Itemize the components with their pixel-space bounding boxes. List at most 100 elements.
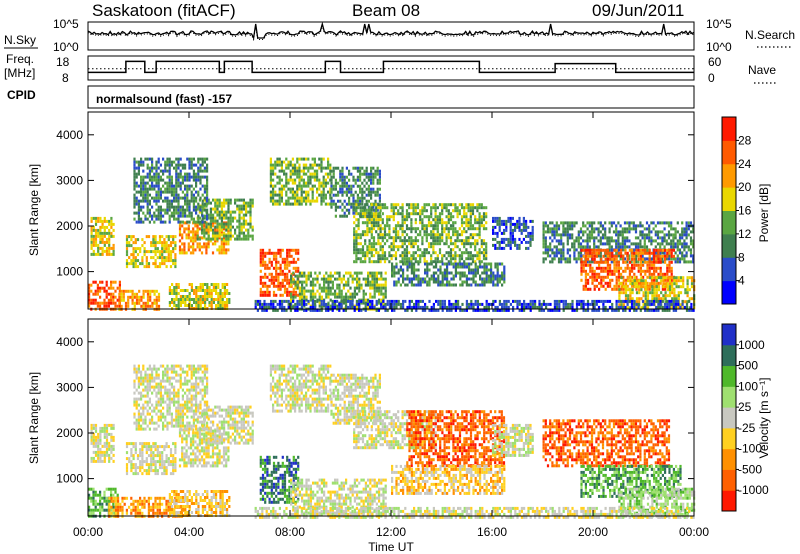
colorbar-tick-label: 4 <box>738 274 745 288</box>
time-tick-label: 00:00 <box>679 525 709 539</box>
scatter-region <box>391 464 506 495</box>
scatter-region <box>580 248 675 291</box>
colorbar-tick-label: 1000 <box>738 338 765 352</box>
frequency-series <box>88 60 694 74</box>
colorbar-tick-label: -1000 <box>738 483 769 497</box>
colorbar-tick-label: 25 <box>738 400 752 414</box>
colorbar-swatch <box>722 257 736 282</box>
scatter-region <box>406 410 506 468</box>
nsearch-label: N.Search <box>745 28 795 42</box>
colorbar-swatch <box>722 386 736 408</box>
colorbar-swatch <box>722 140 736 165</box>
scatter-region <box>259 455 300 504</box>
noise-right-tick-bottom: 10^0 <box>706 40 732 54</box>
scatter-region <box>492 216 534 250</box>
colorbar-tick-label: 24 <box>738 157 752 171</box>
noise-panel-frame <box>87 21 695 51</box>
frequency-panel-frame <box>87 55 695 81</box>
cpid-bar <box>87 85 695 109</box>
colorbar-swatch <box>722 210 736 235</box>
scatter-region <box>196 405 254 445</box>
time-tick-label: 00:00 <box>73 525 103 539</box>
velocity-axes: 1000 2000 3000 4000 <box>56 319 695 516</box>
velocity-panel: 1000 2000 3000 4000 Slant Range [km] 1000 50… <box>27 318 771 519</box>
cpid-text: normalsound (fast) -157 <box>96 92 232 106</box>
colorbar-tick-label: 8 <box>738 250 745 264</box>
noise-panel: 10^5 10^0 10^5 10^0 <box>53 17 732 54</box>
freq-label-line1: Freq. <box>6 52 34 66</box>
freq-left-tick-top: 18 <box>56 55 70 69</box>
colorbar-swatch <box>722 407 736 429</box>
time-tick-label: 08:00 <box>275 525 305 539</box>
frequency-trace <box>88 60 694 74</box>
scatter-region <box>133 157 209 224</box>
y-tick-label: 3000 <box>56 173 83 187</box>
colorbar-tick-label: 500 <box>738 359 758 373</box>
power-heatmap <box>88 157 696 312</box>
y-tick-label: 4000 <box>56 335 83 349</box>
power-ylabel: Slant Range [km] <box>27 164 41 256</box>
time-tick-label: 20:00 <box>578 525 608 539</box>
colorbar-swatch <box>722 187 736 211</box>
nsearch-trace <box>87 23 695 42</box>
nave-right-tick-bottom: 0 <box>708 71 715 85</box>
noise-left-tick-bottom: 10^0 <box>53 40 79 54</box>
scatter-region <box>353 203 488 264</box>
time-tick-label: 16:00 <box>477 525 507 539</box>
time-tick-label: 12:00 <box>376 525 406 539</box>
y-tick-label: 3000 <box>56 380 83 394</box>
colorbar-tick-label: 12 <box>738 227 752 241</box>
colorbar-tick-label: -25 <box>738 421 756 435</box>
noise-right-tick-top: 10^5 <box>706 17 732 31</box>
y-tick-label: 1000 <box>56 265 83 279</box>
time-tick-label: 04:00 <box>174 525 204 539</box>
scatter-region <box>492 423 534 457</box>
colorbar-swatch <box>722 117 736 141</box>
colorbar-swatch <box>722 233 736 258</box>
scatter-region <box>391 262 506 287</box>
noise-series <box>87 21 695 42</box>
colorbar-tick-label: -100 <box>738 442 762 456</box>
colorbar-swatch <box>722 365 736 387</box>
scatter-region <box>542 419 671 468</box>
colorbar-tick-label: 20 <box>738 180 752 194</box>
colorbar-tick-label: 100 <box>738 379 758 393</box>
scatter-region <box>90 423 115 463</box>
y-tick-label: 4000 <box>56 128 83 142</box>
colorbar-tick-label: 28 <box>738 133 752 147</box>
scatter-region <box>269 364 332 413</box>
freq-label-line2: [MHz] <box>4 66 35 80</box>
y-tick-label: 2000 <box>56 426 83 440</box>
power-axes: 1000 2000 3000 4000 <box>56 112 695 309</box>
nave-right-tick-top: 60 <box>708 55 722 69</box>
scatter-region <box>133 364 209 431</box>
velocity-colorbar-label: Velocity [m s⁻¹] <box>757 377 771 458</box>
colorbar-swatch <box>722 344 736 367</box>
time-axis: 00:00 04:00 08:00 12:00 16:00 20:00 00:00 <box>73 525 709 539</box>
velocity-heatmap <box>88 364 696 519</box>
scatter-region <box>269 157 332 206</box>
scatter-region <box>168 490 231 517</box>
scatter-region <box>90 216 115 256</box>
scatter-region <box>88 280 121 311</box>
scatter-region <box>168 283 231 310</box>
nsky-trace <box>87 21 695 41</box>
scatter-region <box>125 442 177 476</box>
colorbar-tick-label: 16 <box>738 204 752 218</box>
colorbar-swatch <box>722 427 736 450</box>
date-label: 09/Jun/2011 <box>592 1 684 20</box>
y-tick-label: 1000 <box>56 472 83 486</box>
power-panel: 1000 2000 3000 4000 Slant Range [km] 4 8 12 16… <box>27 111 771 312</box>
noise-left-tick-top: 10^5 <box>53 17 79 31</box>
scatter-region <box>618 276 696 310</box>
nsky-label: N.Sky <box>4 33 36 47</box>
freq-left-tick-bottom: 8 <box>62 71 69 85</box>
scatter-region <box>254 506 695 519</box>
velocity-colorbar: 1000 500 100 25 -25 -100 -500 -1000 <box>721 323 769 512</box>
scatter-region <box>254 299 695 312</box>
colorbar-tick-label: -500 <box>738 462 762 476</box>
colorbar-swatch <box>722 163 736 188</box>
time-axis-label: Time UT <box>368 540 414 554</box>
frequency-panel: 18 8 60 0 <box>56 55 722 85</box>
